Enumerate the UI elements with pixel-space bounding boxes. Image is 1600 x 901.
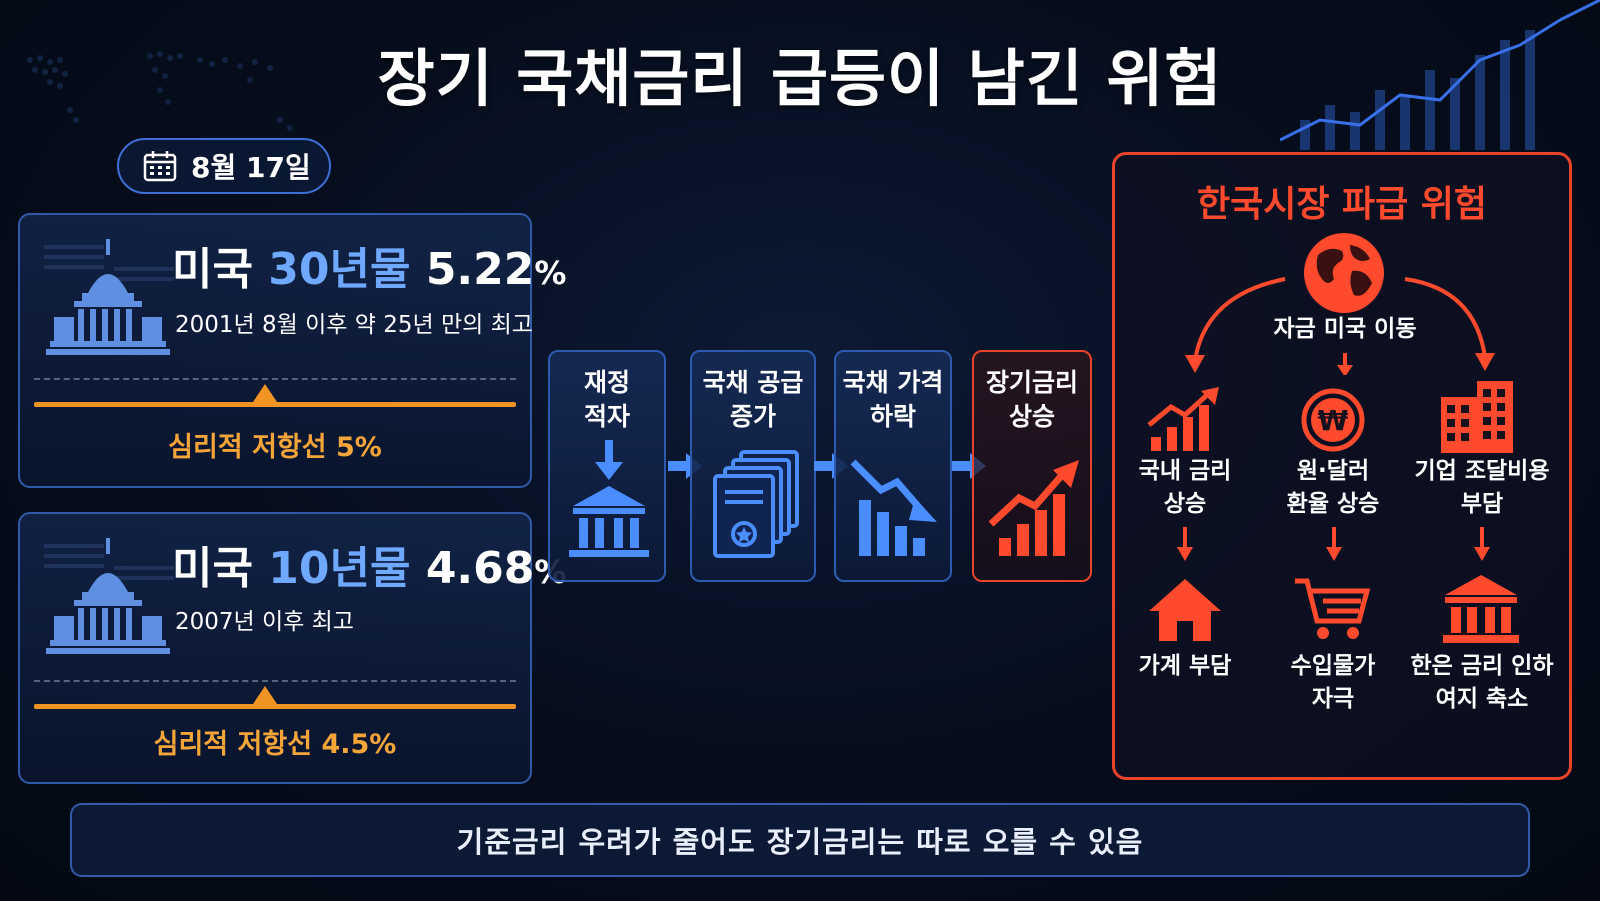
divider <box>34 378 516 380</box>
flow-step-label: 재정 적자 <box>583 368 630 431</box>
korea-risk-panel: 한국시장 파급 위험 자금 미국 이동 국내 금리 상승 가계 부담 ₩ 원·달러… <box>1112 152 1572 780</box>
rising-chart-icon <box>988 460 1079 556</box>
flow-step-label: 국채 가격 하락 <box>842 368 944 431</box>
arrow-down-icon <box>1326 527 1342 561</box>
import-price-label: 수입물가 자극 <box>1290 653 1376 712</box>
world-map-background <box>27 51 293 131</box>
flow-step-label: 국채 공급 증가 <box>702 368 804 431</box>
arrow-down-icon <box>1177 527 1193 561</box>
country-label: 미국 <box>172 244 269 295</box>
capitol-icon <box>44 538 174 654</box>
bok-cut-room-label: 한은 금리 인하 여지 축소 <box>1410 653 1554 712</box>
won-coin-icon: ₩ <box>1301 388 1365 452</box>
date-badge: 8월 17일 <box>117 138 331 194</box>
bank-down-icon <box>569 440 649 557</box>
threshold-marker <box>253 686 277 704</box>
svg-text:₩: ₩ <box>1318 404 1349 437</box>
rate-subtitle: 2001년 8월 이후 약 25년 만의 최고 <box>175 312 533 338</box>
rate-headline: 미국 30년물 5.22% <box>172 233 566 297</box>
country-label: 미국 <box>172 543 269 594</box>
footer-summary: 기준금리 우려가 줄어도 장기금리는 따로 오를 수 있음 <box>70 803 1530 877</box>
resistance-line <box>34 704 516 709</box>
percent-sign: % <box>534 254 567 292</box>
bond-documents-icon <box>713 450 799 558</box>
corporate-funding-cost-label: 기업 조달비용 부담 <box>1414 458 1550 517</box>
us-10y-card: 미국 10년물 4.68% 2007년 이후 최고 심리적 저항선 4.5% <box>18 512 566 784</box>
flow-step-supply: 국채 공급 증가 <box>690 350 816 582</box>
threshold-marker <box>253 384 277 402</box>
flow-step-price-drop: 국채 가격 하락 <box>834 350 952 582</box>
resistance-line <box>34 402 516 407</box>
flow-step-label: 장기금리 상승 <box>985 368 1078 431</box>
rising-rate-icon <box>1147 387 1219 451</box>
korea-panel-title: 한국시장 파급 위험 <box>1196 184 1488 225</box>
rate-headline: 미국 10년물 4.68% <box>172 532 566 596</box>
house-icon <box>1149 579 1221 641</box>
capital-outflow-label: 자금 미국 이동 <box>1273 316 1417 342</box>
branch-arrows <box>1185 277 1495 375</box>
rate-subtitle: 2007년 이후 최고 <box>175 609 354 635</box>
background-chart-decoration <box>1280 0 1600 150</box>
divider <box>34 680 516 682</box>
flow-step-deficit: 재정 적자 <box>548 350 666 582</box>
date-label: 8월 17일 <box>191 151 311 184</box>
corporate-building-icon <box>1441 381 1513 453</box>
flow-step-long-rate-rise: 장기금리 상승 <box>972 350 1092 582</box>
globe-icon <box>1304 233 1384 313</box>
household-burden-label: 가계 부담 <box>1138 653 1232 679</box>
fx-rise-label: 원·달러 환율 상승 <box>1286 458 1380 517</box>
shopping-cart-icon <box>1295 578 1371 639</box>
domestic-rate-rise-label: 국내 금리 상승 <box>1138 458 1232 517</box>
page-title: 장기 국채금리 급등이 남긴 위험 <box>377 42 1223 115</box>
resistance-label: 심리적 저항선 5% <box>168 432 382 463</box>
term-label: 10년물 <box>268 543 411 594</box>
resistance-label: 심리적 저항선 4.5% <box>153 729 397 760</box>
calendar-icon <box>143 151 177 182</box>
capitol-icon <box>44 239 174 355</box>
central-bank-icon <box>1443 575 1519 643</box>
falling-chart-icon <box>850 459 937 556</box>
term-label: 30년물 <box>268 244 411 295</box>
us-30y-card: 미국 30년물 5.22% 2001년 8월 이후 약 25년 만의 최고 심리… <box>18 213 566 488</box>
arrow-down-icon <box>1474 527 1490 561</box>
rate-value: 4.68 <box>425 543 535 594</box>
rate-value: 5.22 <box>425 244 535 295</box>
